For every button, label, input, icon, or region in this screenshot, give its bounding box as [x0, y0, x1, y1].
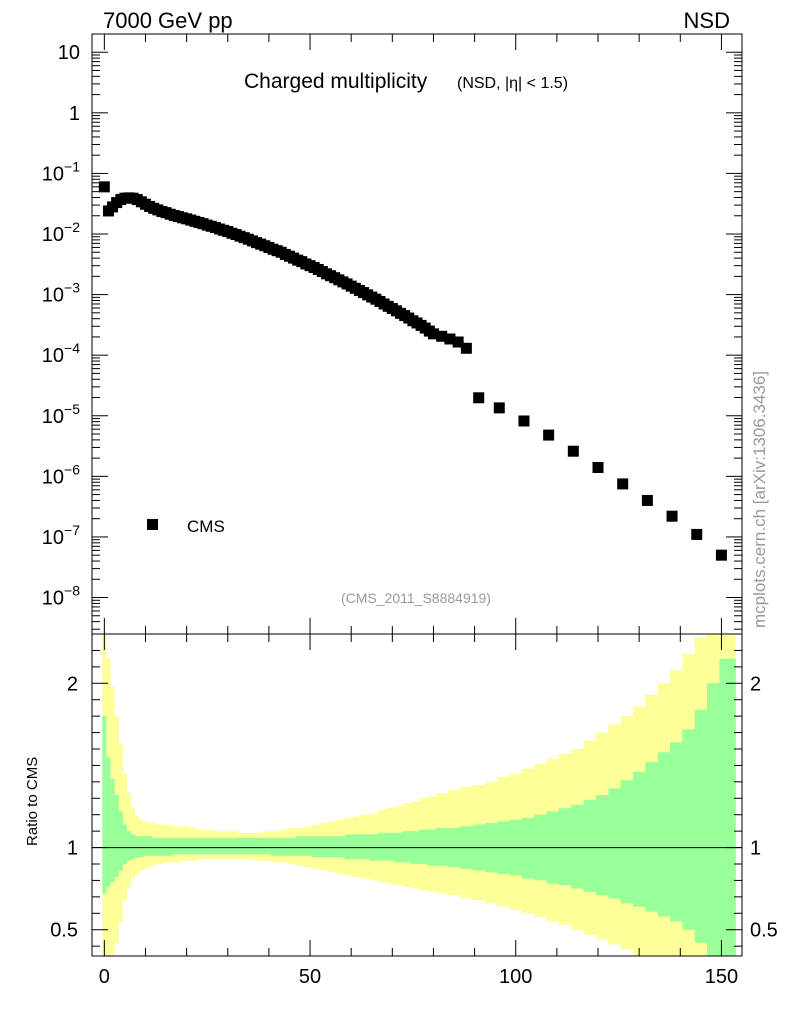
main-y-tick-label: 10−4 [42, 340, 80, 367]
data-point [473, 392, 485, 404]
ratio-bands [102, 634, 736, 956]
main-y-tick-label: 10−3 [42, 280, 80, 307]
ratio-y-tick-label: 1 [67, 838, 78, 860]
chart-title: Charged multiplicity [244, 70, 428, 93]
data-point [493, 402, 505, 414]
main-y-tick-label: 10−2 [42, 219, 80, 246]
data-point [715, 549, 727, 561]
data-point [98, 181, 110, 193]
ratio-x-tick-label: 0 [99, 966, 110, 988]
data-point [567, 445, 579, 457]
ratio-plot-frame [91, 633, 743, 957]
main-plot-panel: 10 1 10−1 10−2 10−3 10−4 10−5 10−6 10−7 10−8 Char… [42, 33, 743, 635]
ratio-y-tick-label: 0.5 [50, 920, 78, 942]
main-y-tick-label: 10−6 [42, 461, 80, 488]
ratio-x-tick-label: 50 [299, 966, 321, 988]
data-point [427, 328, 439, 340]
data-point [436, 330, 448, 342]
analysis-tag: (CMS_2011_S8884919) [341, 590, 491, 606]
ratio-plot-panel: 0 50 100 150 0.5 0.5 1 1 2 2 Ratio to CMS [24, 633, 778, 988]
header-right-label: NSD [684, 8, 730, 33]
ratio-x-tick-label: 150 [705, 966, 738, 988]
data-point [691, 528, 703, 540]
data-point [617, 478, 629, 490]
data-point [444, 333, 456, 345]
ratio-y-tick-label-right: 0.5 [750, 920, 778, 942]
ratio-x-tick-label: 100 [499, 966, 532, 988]
chart-subtitle: (NSD, |η| < 1.5) [457, 75, 568, 92]
cms-data-series [98, 181, 727, 561]
ratio-band-inner [102, 658, 736, 956]
data-point [452, 336, 464, 348]
main-y-tick-label: 10 [58, 42, 80, 64]
ratio-y-axis-label: Ratio to CMS [24, 757, 41, 846]
main-y-tick-label: 10−8 [42, 583, 80, 610]
main-y-tick-label: 10−7 [42, 522, 80, 549]
main-y-tick-label: 1 [69, 103, 80, 125]
data-point [592, 461, 604, 473]
ratio-axes: 0 50 100 150 0.5 0.5 1 1 2 2 [50, 634, 778, 988]
data-point [543, 429, 555, 441]
ratio-y-tick-label-right: 1 [750, 838, 761, 860]
side-label: mcplots.cern.ch [arXiv:1306.3436] [750, 371, 769, 628]
data-point [666, 510, 678, 522]
main-y-tick-label: 10−1 [42, 158, 80, 185]
header-left-label: 7000 GeV pp [103, 8, 233, 33]
legend-label-cms: CMS [187, 517, 225, 536]
legend-marker-cms [147, 519, 158, 530]
data-point [641, 494, 653, 506]
data-point [518, 415, 530, 427]
ratio-y-tick-label: 2 [67, 673, 78, 695]
main-y-axis: 10 1 10−1 10−2 10−3 10−4 10−5 10−6 10−7 10−8 [42, 33, 742, 634]
main-plot-frame [91, 33, 743, 635]
ratio-y-tick-label-right: 2 [750, 673, 761, 695]
data-point [460, 342, 472, 354]
main-y-tick-label: 10−5 [42, 401, 80, 428]
